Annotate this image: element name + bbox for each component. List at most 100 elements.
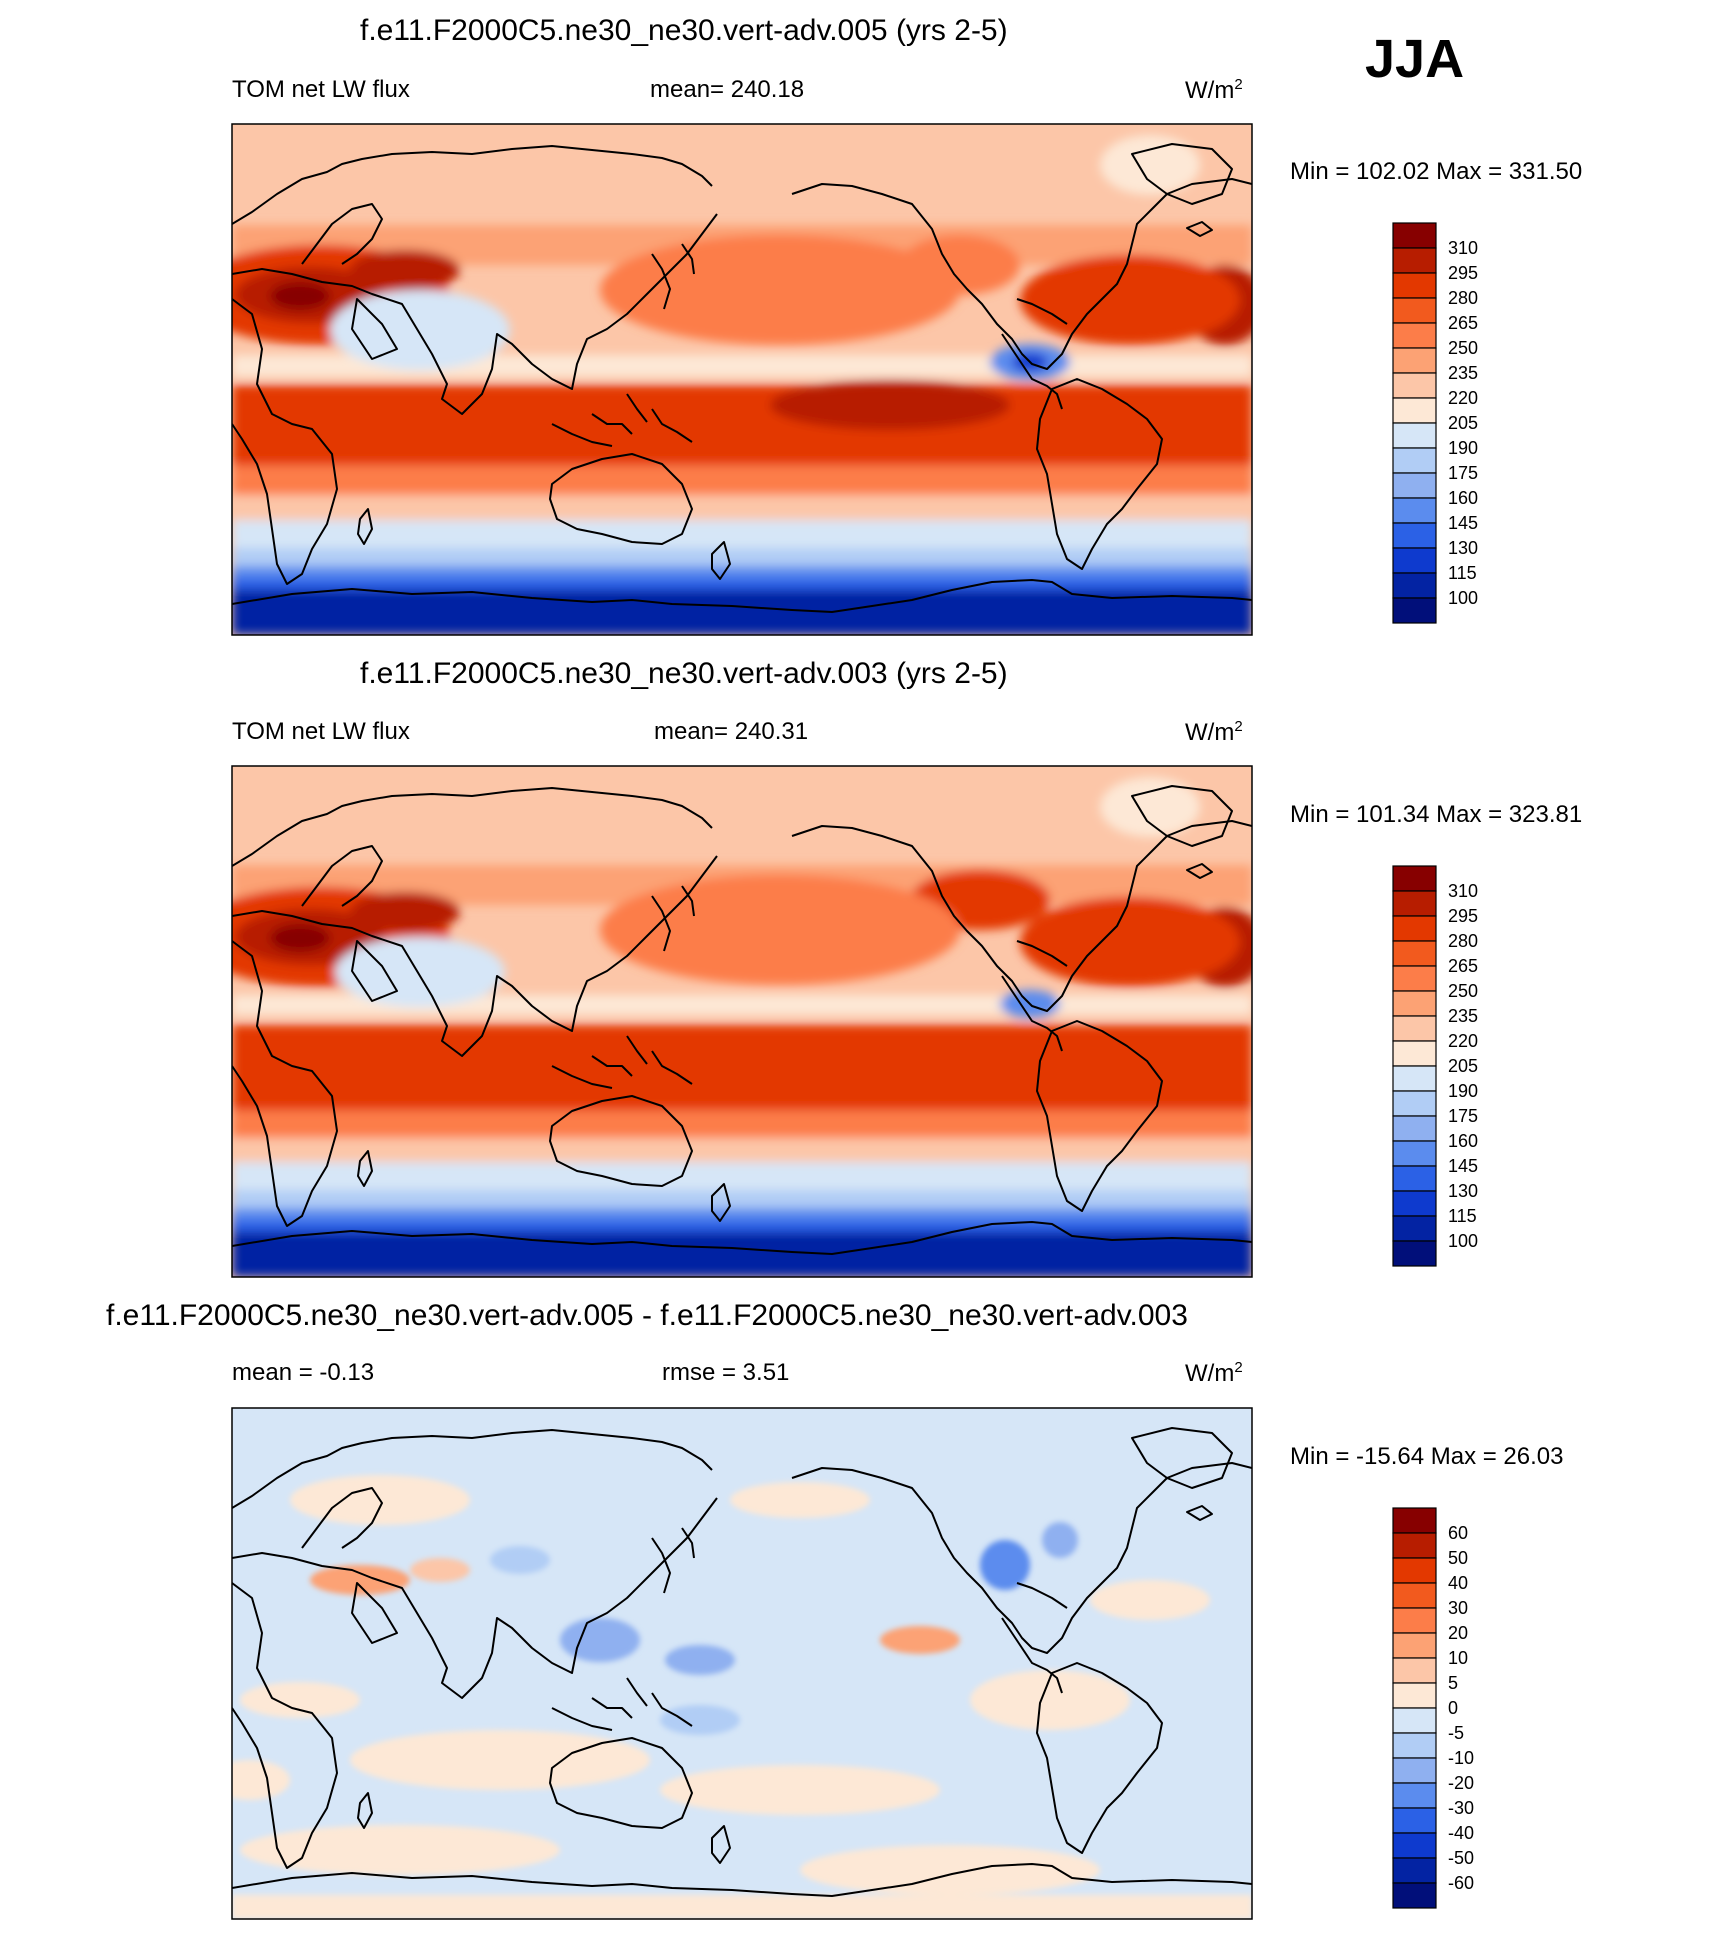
colorbar-swatch [1392, 940, 1437, 967]
colorbar-tick-label: -5 [1448, 1723, 1464, 1743]
colorbar-swatch [1392, 965, 1437, 992]
colorbar-swatch [1392, 1557, 1437, 1584]
colorbar-tick-label: 205 [1448, 1056, 1478, 1076]
colorbar-tick-label: 130 [1448, 1181, 1478, 1201]
colorbar-swatch [1392, 1832, 1437, 1859]
colorbar-swatch [1392, 1532, 1437, 1559]
colorbar-swatch [1392, 915, 1437, 942]
colorbar-swatch [1392, 372, 1437, 399]
colorbar-tick-label: 175 [1448, 1106, 1478, 1126]
panel-2-colorbar: 310 295 280 265 250 235 220 205 190 175 160 145 130 1… [1392, 865, 1478, 1267]
colorbar-swatch [1392, 1732, 1437, 1759]
colorbar-tick-label: 30 [1448, 1598, 1468, 1618]
colorbar-tick-label: 220 [1448, 388, 1478, 408]
colorbar-tick-label: 250 [1448, 981, 1478, 1001]
colorbar-swatch [1392, 1582, 1437, 1609]
colorbar-tick-label: 235 [1448, 363, 1478, 383]
colorbar-swatch [1392, 1065, 1437, 1092]
colorbar-tick-label: 20 [1448, 1623, 1468, 1643]
colorbar-tick-label: 250 [1448, 338, 1478, 358]
colorbar-tick-label: 130 [1448, 538, 1478, 558]
colorbar-swatch [1392, 497, 1437, 524]
colorbar-tick-label: -30 [1448, 1798, 1474, 1818]
colorbar-swatch [1392, 297, 1437, 324]
panel-1-frame [231, 123, 1253, 636]
colorbar-swatch [1392, 1507, 1437, 1534]
colorbar-tick-label: 160 [1448, 1131, 1478, 1151]
colorbar-swatch [1392, 1707, 1437, 1734]
colorbar-tick-label: 40 [1448, 1573, 1468, 1593]
colorbar-swatch [1392, 1040, 1437, 1067]
panel-2-title: f.e11.F2000C5.ne30_ne30.vert-adv.003 (yr… [360, 657, 1008, 690]
colorbar-tick-label: 0 [1448, 1698, 1458, 1718]
colorbar-swatch [1392, 472, 1437, 499]
colorbar-swatch [1392, 1015, 1437, 1042]
colorbar-tick-label: -50 [1448, 1848, 1474, 1868]
colorbar-swatch [1392, 1190, 1437, 1217]
colorbar-swatch [1392, 890, 1437, 917]
colorbar-swatch [1392, 422, 1437, 449]
colorbar-tick-label: -40 [1448, 1823, 1474, 1843]
colorbar-swatch [1392, 1657, 1437, 1684]
colorbar-swatch [1392, 1807, 1437, 1834]
colorbar-swatch [1392, 1607, 1437, 1634]
colorbar-swatch [1392, 1632, 1437, 1659]
colorbar-swatch [1392, 1165, 1437, 1192]
colorbar-tick-label: 190 [1448, 438, 1478, 458]
season-label: JJA [1365, 29, 1465, 89]
colorbar-tick-label: 115 [1448, 1206, 1477, 1226]
panel-3-rmse-label: rmse = 3.51 [662, 1359, 790, 1386]
colorbar-tick-label: 280 [1448, 931, 1478, 951]
panel-2-mean-label: mean= 240.31 [654, 718, 809, 745]
panel-3-frame [231, 1407, 1253, 1920]
colorbar-tick-label: 295 [1448, 906, 1478, 926]
colorbar-swatch [1392, 1090, 1437, 1117]
colorbar-tick-label: 100 [1448, 1231, 1478, 1251]
colorbar-swatch [1392, 865, 1437, 892]
colorbar-swatch [1392, 322, 1437, 349]
colorbar-swatch [1392, 990, 1437, 1017]
colorbar-tick-label: 10 [1448, 1648, 1468, 1668]
panel-1-title: f.e11.F2000C5.ne30_ne30.vert-adv.005 (yr… [360, 14, 1008, 47]
colorbar-swatch [1392, 1782, 1437, 1809]
colorbar-swatch [1392, 572, 1437, 599]
colorbar-tick-label: 265 [1448, 313, 1478, 333]
panel-2-units: W/m2 [1185, 718, 1243, 746]
panel-1-units: W/m2 [1185, 76, 1243, 104]
colorbar-tick-label: 175 [1448, 463, 1478, 483]
colorbar-swatch [1392, 222, 1437, 249]
panel-3-min-max: Min = -15.64 Max = 26.03 [1290, 1443, 1564, 1470]
colorbar-tick-label: 145 [1448, 1156, 1478, 1176]
colorbar-tick-label: -10 [1448, 1748, 1474, 1768]
colorbar-swatch [1392, 1857, 1437, 1884]
colorbar-swatch [1392, 1140, 1437, 1167]
colorbar-swatch [1392, 272, 1437, 299]
colorbar-swatch [1392, 522, 1437, 549]
colorbar-swatch [1392, 447, 1437, 474]
colorbar-tick-label: 220 [1448, 1031, 1478, 1051]
colorbar-tick-label: 115 [1448, 563, 1477, 583]
colorbar-swatch [1392, 1215, 1437, 1242]
colorbar-swatch [1392, 397, 1437, 424]
colorbar-swatch [1392, 1682, 1437, 1709]
panel-1-colorbar: 310 295 280 265 250 235 220 205 190 175 160 145 130 1… [1392, 222, 1478, 624]
panel-2-min-max: Min = 101.34 Max = 323.81 [1290, 801, 1583, 828]
colorbar-tick-label: 50 [1448, 1548, 1468, 1568]
colorbar-tick-label: 145 [1448, 513, 1478, 533]
panel-3-title: f.e11.F2000C5.ne30_ne30.vert-adv.005 - f… [106, 1299, 1188, 1332]
colorbar-swatch [1392, 1240, 1437, 1267]
colorbar-swatch [1392, 1882, 1437, 1909]
colorbar-tick-label: 295 [1448, 263, 1478, 283]
colorbar-tick-label: 205 [1448, 413, 1478, 433]
colorbar-tick-label: 5 [1448, 1673, 1458, 1693]
colorbar-tick-label: 100 [1448, 588, 1478, 608]
panel-2-variable-label: TOM net LW flux [232, 718, 410, 745]
colorbar-swatch [1392, 347, 1437, 374]
colorbar-swatch [1392, 547, 1437, 574]
colorbar-swatch [1392, 1757, 1437, 1784]
panel-3-mean-label: mean = -0.13 [232, 1359, 375, 1386]
colorbar-tick-label: 60 [1448, 1523, 1468, 1543]
panel-1-mean-label: mean= 240.18 [650, 76, 805, 103]
